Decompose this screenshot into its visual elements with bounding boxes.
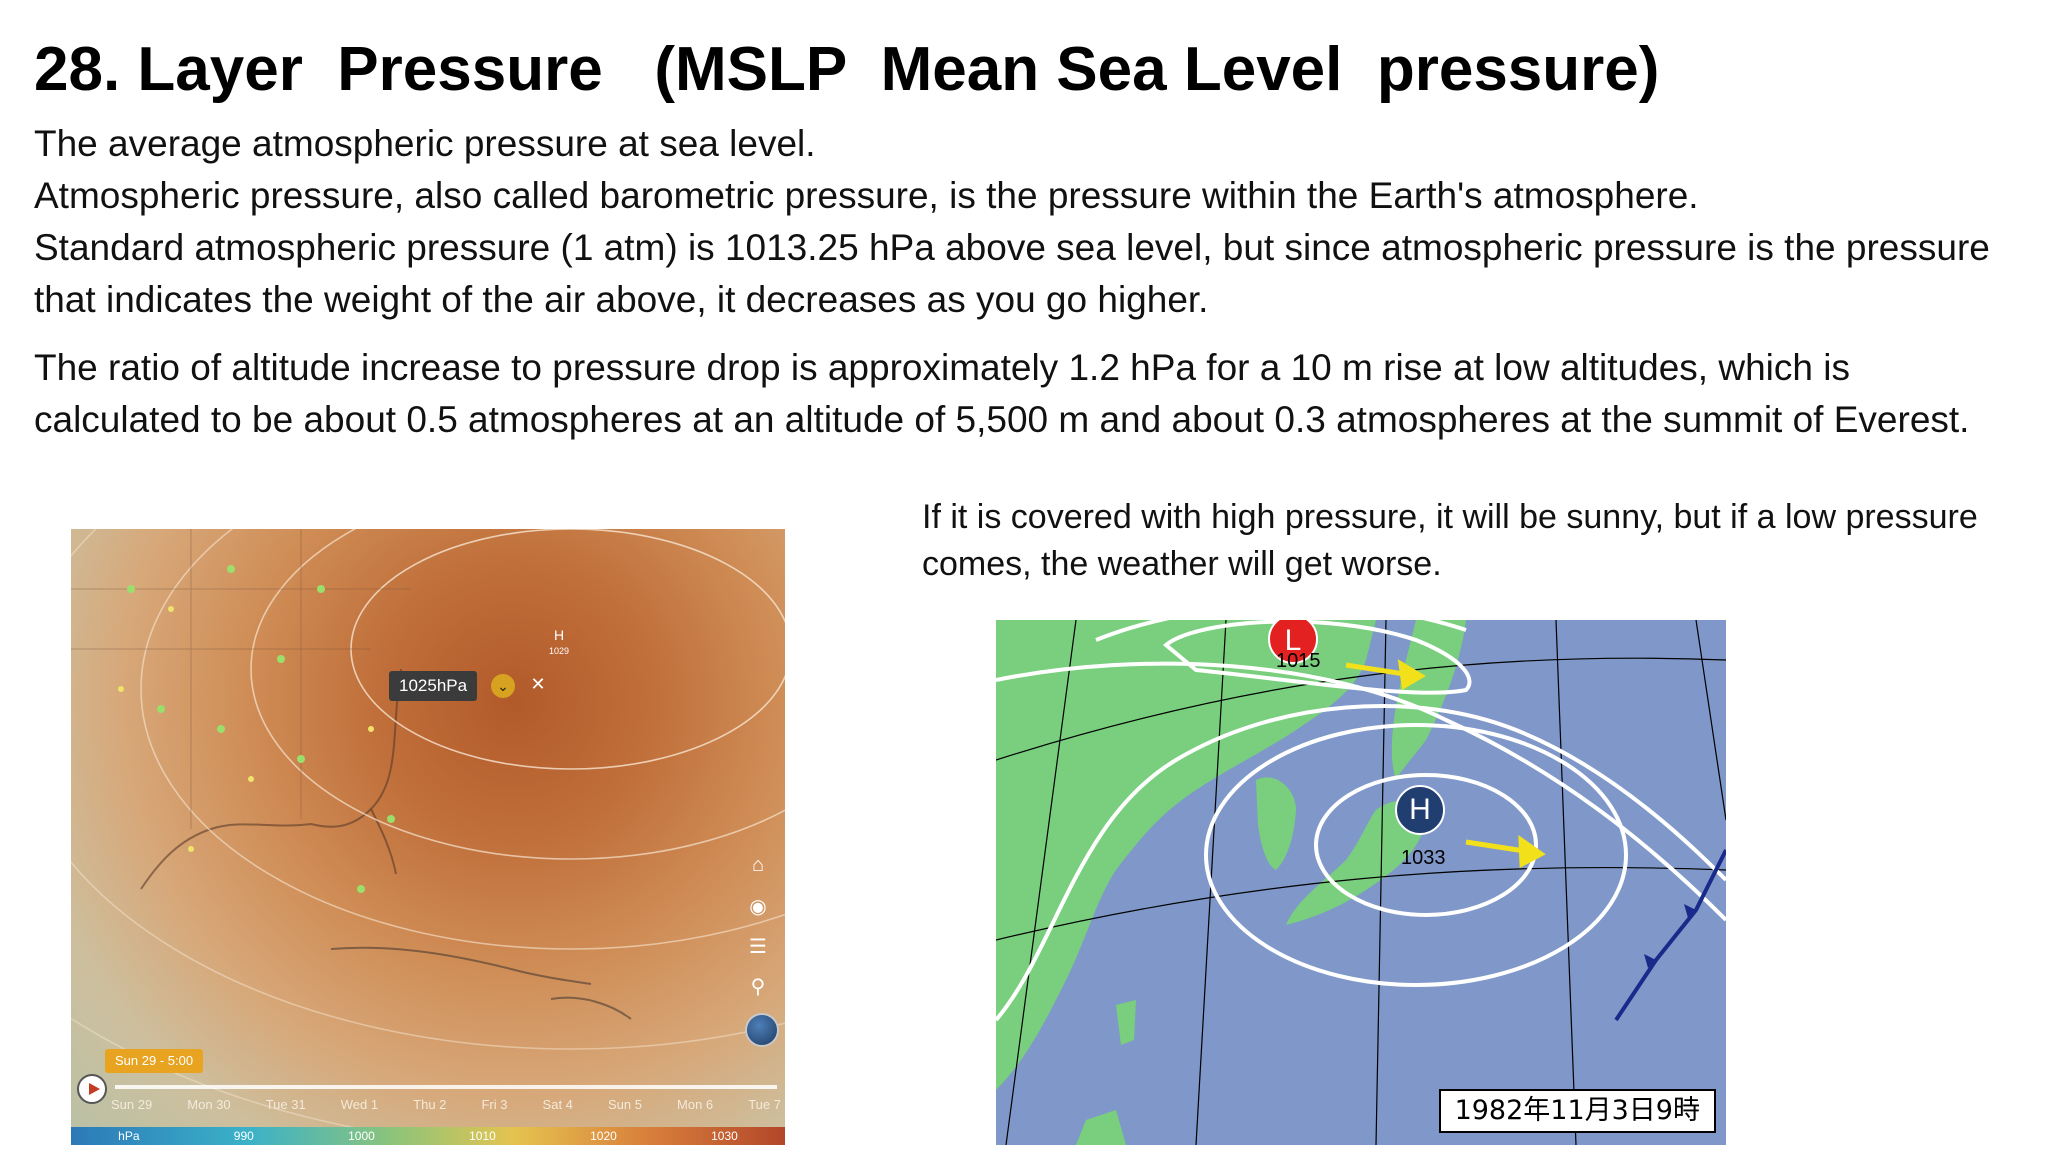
high-pressure-value: 1029: [549, 646, 570, 656]
scale-label: hPa: [118, 1129, 140, 1143]
timeline-day[interactable]: Tue 7: [748, 1097, 781, 1112]
chevron-down-icon[interactable]: ⌄: [491, 674, 515, 698]
chart-date-stamp: 1982年11月3日9時: [1438, 1089, 1716, 1133]
low-pressure-marker: L: [1268, 620, 1318, 664]
page-title: 28. Layer Pressure (MSLP Mean Sea Level …: [34, 35, 1660, 104]
timeline-day[interactable]: Thu 2: [413, 1097, 447, 1112]
scale-label: 1010: [469, 1129, 496, 1143]
timeline-days: Sun 29 Mon 30 Tue 31 Wed 1 Thu 2 Fri 3 S…: [111, 1097, 781, 1112]
intro-line-2: Atmospheric pressure, also called barome…: [34, 175, 1699, 216]
timeline-day[interactable]: Sat 4: [542, 1097, 573, 1112]
intro-line-1: The average atmospheric pressure at sea …: [34, 123, 816, 164]
timeline-track[interactable]: [115, 1085, 777, 1089]
scale-label: 990: [233, 1129, 254, 1143]
menu-icon[interactable]: ☰: [749, 936, 767, 958]
play-button[interactable]: [77, 1074, 107, 1104]
timeline-day[interactable]: Sun 29: [111, 1097, 153, 1112]
isobar-layer: [71, 529, 785, 1145]
timeline-day[interactable]: Mon 30: [187, 1097, 231, 1112]
intro-line-3: Standard atmospheric pressure (1 atm) is…: [34, 227, 1990, 320]
scale-label: 1030: [711, 1129, 738, 1143]
weather-chart-japan: L 1015 H 1033 1982年11月3日9時: [996, 620, 1726, 1145]
intro-paragraph: The average atmospheric pressure at sea …: [34, 118, 2014, 326]
search-icon[interactable]: ⚲: [750, 976, 766, 998]
pressure-color-scale: hPa 990 1000 1010 1020 1030: [71, 1127, 785, 1145]
altitude-paragraph: The ratio of altitude increase to pressu…: [34, 347, 1970, 440]
globe-icon[interactable]: [745, 1013, 779, 1047]
high-pressure-marker: H: [1395, 785, 1445, 835]
timeline-day[interactable]: Wed 1: [340, 1097, 379, 1112]
location-icon[interactable]: ◉: [749, 896, 767, 918]
weather-chart-drawing: [996, 620, 1726, 1145]
timeline-day[interactable]: Mon 6: [677, 1097, 714, 1112]
close-icon[interactable]: ✕: [530, 674, 546, 694]
scale-label: 1000: [348, 1129, 375, 1143]
scale-label: 1020: [590, 1129, 617, 1143]
pressure-map-screenshot: H 1029 1025hPa ⌄ ✕ ⌂ ◉ ☰ ⚲ Sun 29 - 5:00…: [71, 529, 785, 1145]
time-label: Sun 29 - 5:00: [105, 1049, 204, 1073]
timeline-day[interactable]: Sun 5: [607, 1097, 642, 1112]
home-icon[interactable]: ⌂: [751, 854, 765, 876]
map-side-toolbar: ⌂ ◉ ☰ ⚲: [745, 854, 771, 1014]
timeline-day[interactable]: Tue 31: [265, 1097, 306, 1112]
high-pressure-letter: H: [553, 627, 565, 643]
high-pressure-value: 1033: [1401, 847, 1446, 869]
high-pressure-marker: H 1029: [549, 627, 569, 659]
pressure-readout: 1025hPa: [389, 671, 478, 701]
timeline-day[interactable]: Fri 3: [481, 1097, 508, 1112]
weather-caption: If it is covered with high pressure, it …: [922, 498, 1978, 583]
low-pressure-value: 1015: [1276, 650, 1321, 672]
